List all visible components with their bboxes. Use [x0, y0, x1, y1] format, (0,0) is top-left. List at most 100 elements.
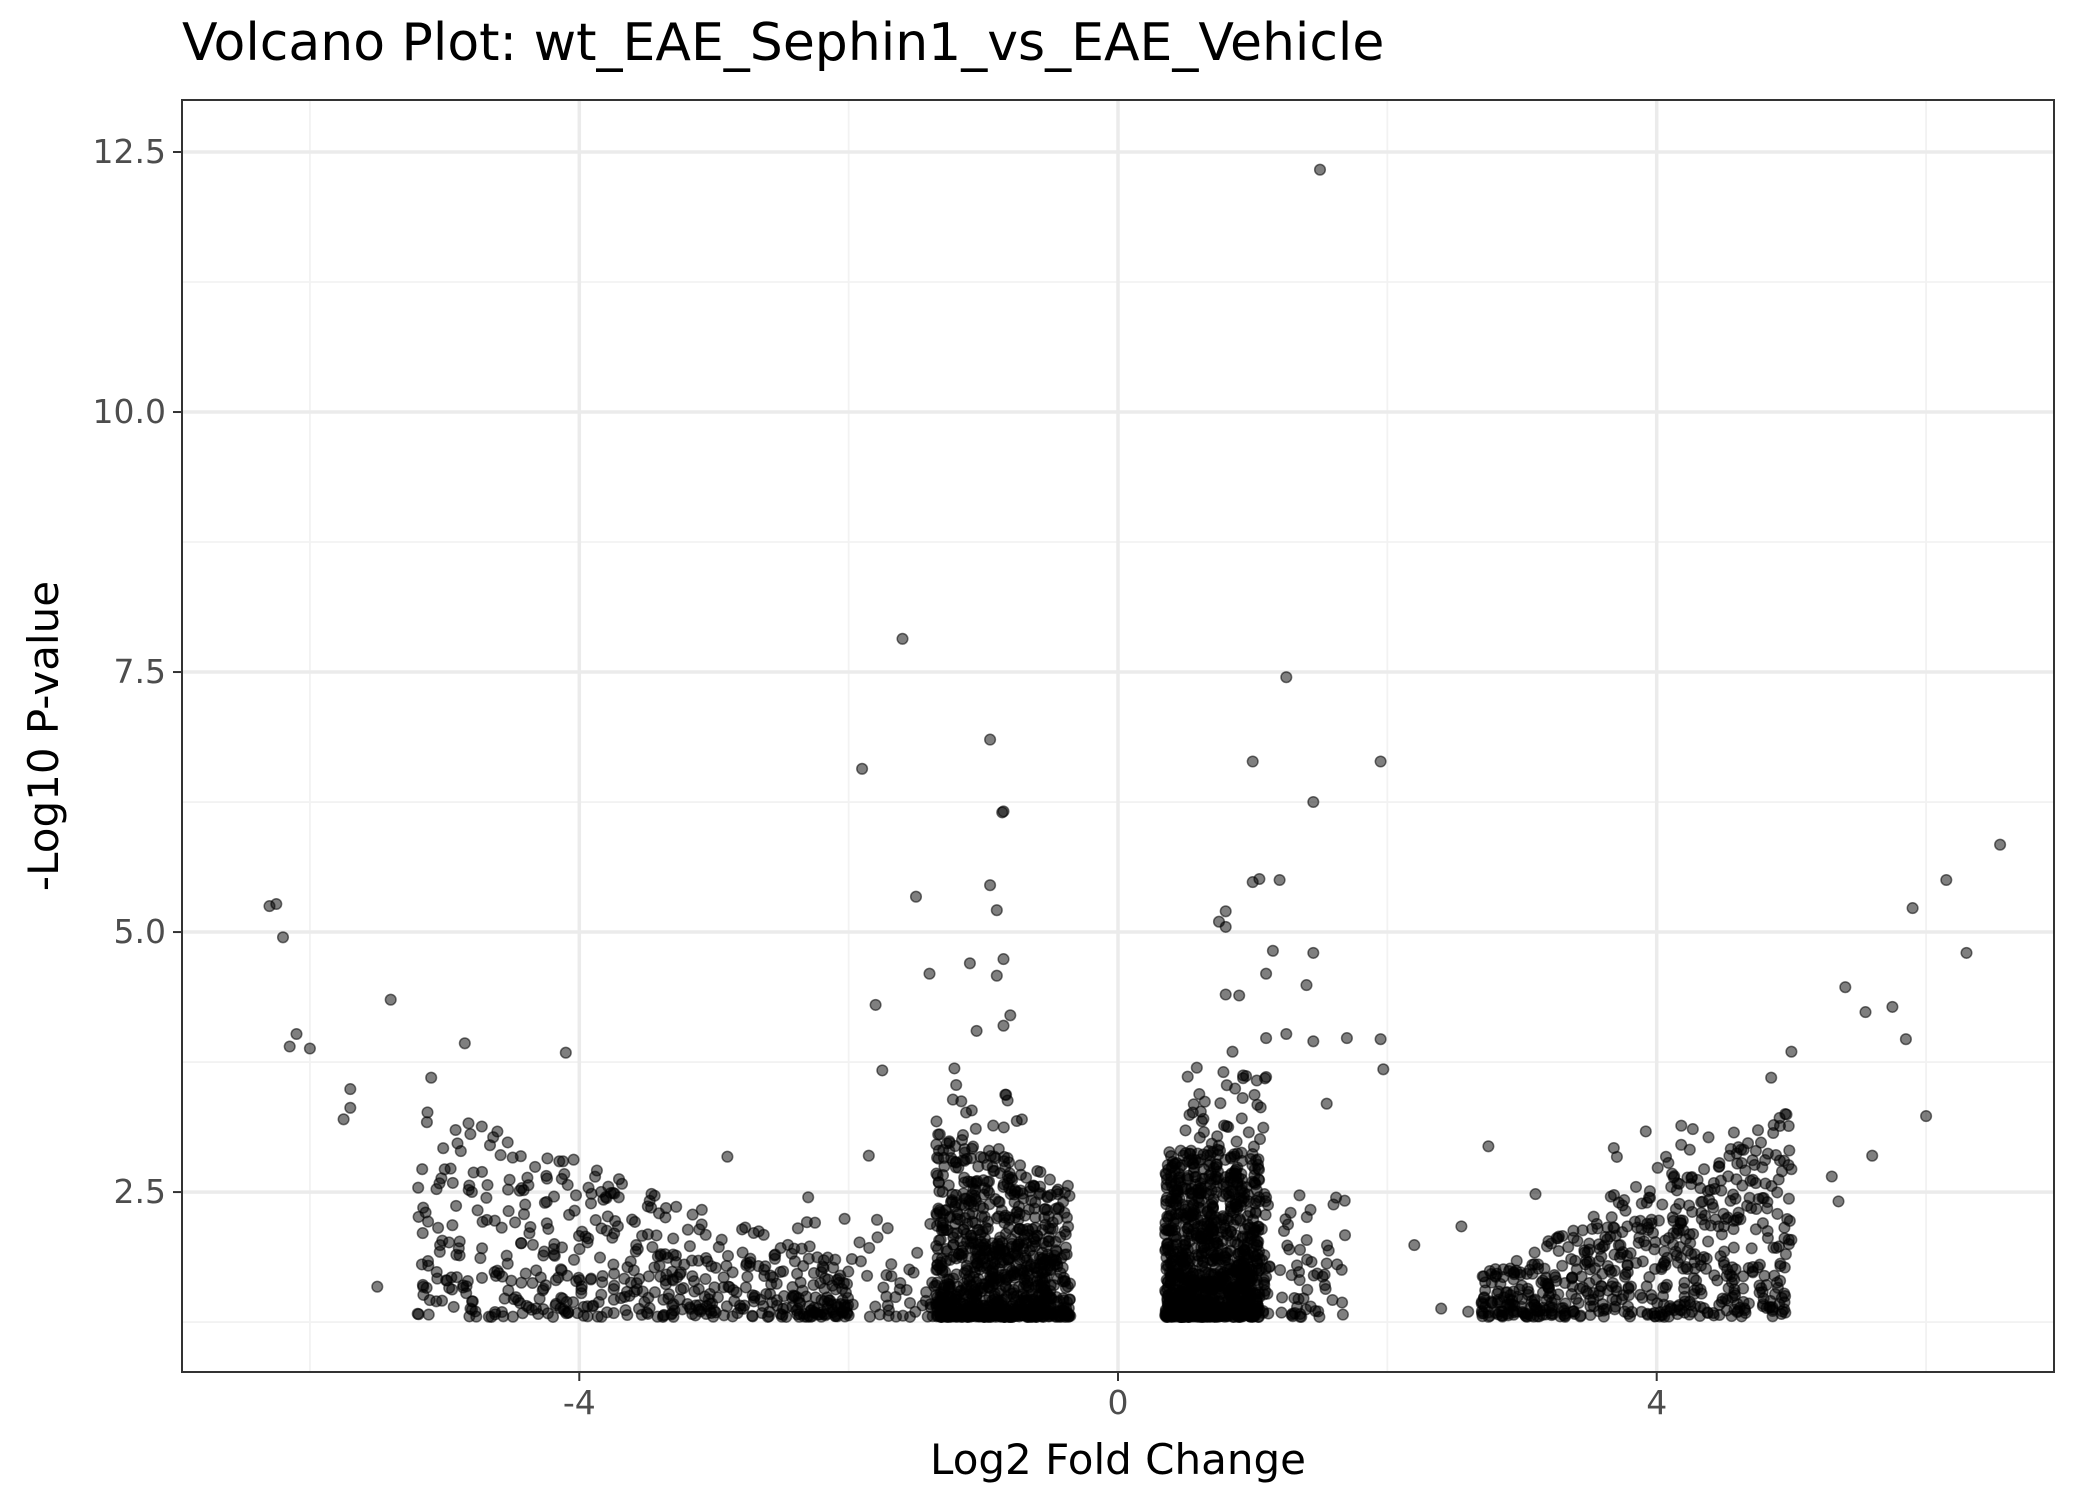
data-point	[1656, 1198, 1669, 1211]
data-point	[1008, 1271, 1021, 1284]
data-point	[911, 1246, 924, 1259]
data-point	[769, 1248, 782, 1261]
data-point	[1701, 1306, 1714, 1320]
data-point	[627, 1264, 640, 1277]
data-point	[612, 1173, 626, 1186]
data-point	[482, 1310, 495, 1323]
data-point	[909, 890, 923, 903]
data-point	[931, 1305, 944, 1318]
data-point	[1531, 1304, 1544, 1318]
data-point	[1192, 1249, 1205, 1262]
data-point	[1615, 1247, 1628, 1261]
data-point	[944, 1196, 958, 1209]
data-point	[665, 1307, 678, 1320]
data-point	[1277, 1224, 1291, 1238]
data-point	[1242, 1126, 1255, 1139]
data-point	[628, 1215, 641, 1228]
data-point	[1336, 1296, 1349, 1309]
data-point	[1280, 671, 1293, 684]
data-point	[569, 1189, 583, 1202]
data-point	[1634, 1288, 1647, 1301]
data-point	[596, 1269, 609, 1283]
data-point	[384, 993, 397, 1006]
data-point	[421, 1106, 434, 1119]
data-point	[1713, 1160, 1726, 1173]
data-point	[1281, 1239, 1294, 1252]
data-point	[1218, 1119, 1231, 1132]
data-point	[1374, 755, 1387, 768]
data-point	[1021, 1274, 1034, 1288]
data-point	[885, 1258, 898, 1271]
data-point	[853, 1236, 866, 1249]
data-point	[807, 1278, 820, 1292]
data-point	[1027, 1302, 1040, 1315]
data-point	[1226, 1045, 1239, 1058]
data-point	[454, 1145, 467, 1158]
data-point	[337, 1113, 350, 1126]
data-point	[667, 1232, 680, 1245]
data-point	[1318, 1279, 1331, 1292]
data-point	[540, 1217, 553, 1230]
data-point	[1435, 1302, 1448, 1315]
data-point	[1631, 1221, 1644, 1234]
data-point	[449, 1123, 462, 1137]
data-point	[771, 1299, 784, 1312]
data-point	[1236, 1091, 1249, 1105]
data-point	[1275, 1306, 1288, 1319]
data-point	[464, 1128, 477, 1141]
data-point	[1731, 1306, 1744, 1319]
data-point	[1027, 1249, 1040, 1263]
data-point	[956, 1129, 970, 1142]
data-point	[420, 1281, 433, 1294]
data-point	[635, 1308, 648, 1321]
data-point	[1166, 1180, 1179, 1193]
data-point	[1234, 1214, 1247, 1227]
data-point	[1756, 1161, 1769, 1174]
data-point	[555, 1172, 568, 1185]
data-point	[1782, 1192, 1795, 1205]
data-point	[1839, 981, 1852, 994]
data-point	[446, 1219, 459, 1232]
data-point	[480, 1213, 493, 1226]
data-point	[633, 1272, 646, 1285]
data-point	[1164, 1149, 1178, 1163]
data-point	[1770, 1276, 1784, 1289]
data-point	[1217, 1066, 1230, 1079]
data-point	[1489, 1263, 1502, 1276]
data-point	[491, 1125, 504, 1138]
data-point	[519, 1198, 532, 1211]
data-point	[1207, 1224, 1220, 1237]
data-point	[1497, 1271, 1510, 1284]
data-point	[517, 1184, 530, 1197]
data-point	[1695, 1196, 1708, 1209]
data-point	[1313, 1310, 1326, 1323]
data-point	[1033, 1257, 1047, 1270]
data-point	[475, 1165, 489, 1178]
data-point	[990, 904, 1003, 917]
data-point	[581, 1300, 594, 1313]
data-point	[422, 1308, 435, 1321]
data-point	[683, 1240, 696, 1253]
data-point	[1746, 1154, 1759, 1167]
data-point	[1491, 1287, 1504, 1300]
data-point	[819, 1309, 832, 1322]
data-point	[930, 1115, 943, 1128]
data-point	[1683, 1228, 1696, 1241]
data-point	[541, 1152, 554, 1165]
data-point	[1161, 1241, 1174, 1254]
data-point	[460, 1287, 473, 1300]
data-point	[458, 1037, 471, 1050]
data-point	[987, 1119, 1000, 1132]
data-point	[1042, 1210, 1055, 1223]
data-point	[997, 1019, 1010, 1032]
data-point	[1771, 1207, 1784, 1220]
data-point	[1482, 1310, 1495, 1323]
data-point	[530, 1264, 543, 1277]
data-point	[996, 806, 1009, 819]
y-axis-title: -Log10 P-value	[19, 581, 68, 891]
data-point	[1159, 1308, 1172, 1321]
data-point	[502, 1183, 515, 1196]
data-point	[1320, 1257, 1333, 1270]
data-point	[1745, 1242, 1758, 1255]
data-point	[593, 1251, 607, 1264]
